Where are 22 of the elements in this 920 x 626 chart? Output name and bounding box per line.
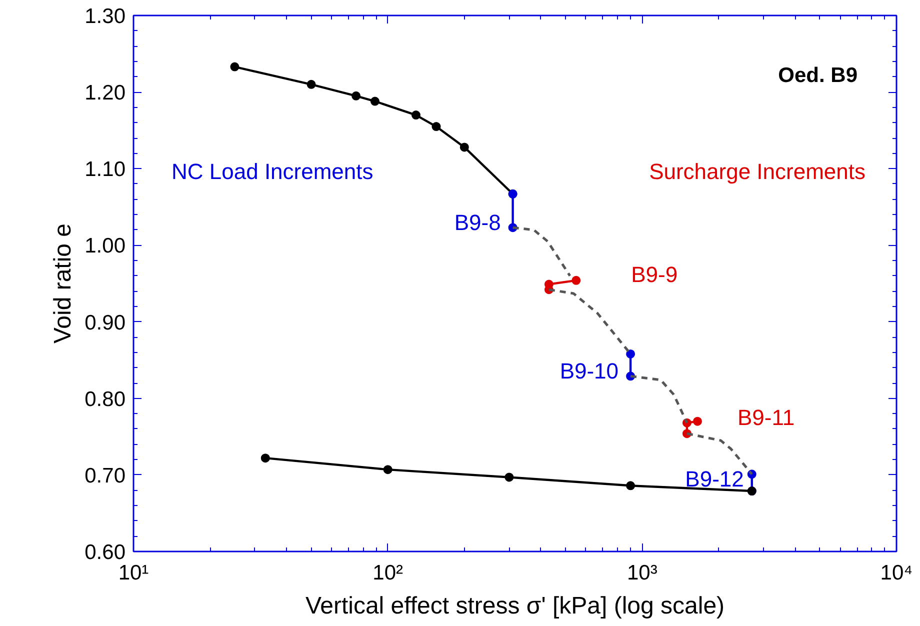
y-tick-label: 0.60: [84, 541, 126, 564]
series-label: B9-10: [560, 358, 619, 384]
annotation: Surcharge Increments: [649, 159, 866, 184]
y-tick-label: 1.20: [84, 82, 126, 105]
x-tick-label: 10²: [372, 562, 404, 584]
series-label: B9-8: [454, 210, 501, 236]
y-tick-label: 1.10: [84, 158, 126, 182]
text: B9-9: [631, 262, 678, 287]
annotation: Oed. B9: [778, 64, 858, 87]
y-tick-label: 1.00: [84, 234, 126, 258]
y-axis-title: Void ratio e: [50, 223, 77, 344]
x-tick-label: 10³: [626, 562, 658, 584]
x-tick-label: 10⁴: [880, 562, 913, 584]
x-axis-title: Vertical effect stress σ' [kPa] (log scale): [305, 592, 725, 620]
x-tick-label: 10¹: [118, 562, 149, 584]
series-label: B9-12: [685, 466, 744, 492]
series-label: B9-11: [737, 404, 795, 430]
annotation: NC Load Increments: [172, 159, 374, 184]
y-tick-label: 0.90: [84, 311, 126, 334]
y-tick-label: 0.80: [84, 388, 126, 411]
y-tick-label: 0.70: [84, 464, 126, 488]
y-tick-label: 1.30: [84, 5, 126, 28]
